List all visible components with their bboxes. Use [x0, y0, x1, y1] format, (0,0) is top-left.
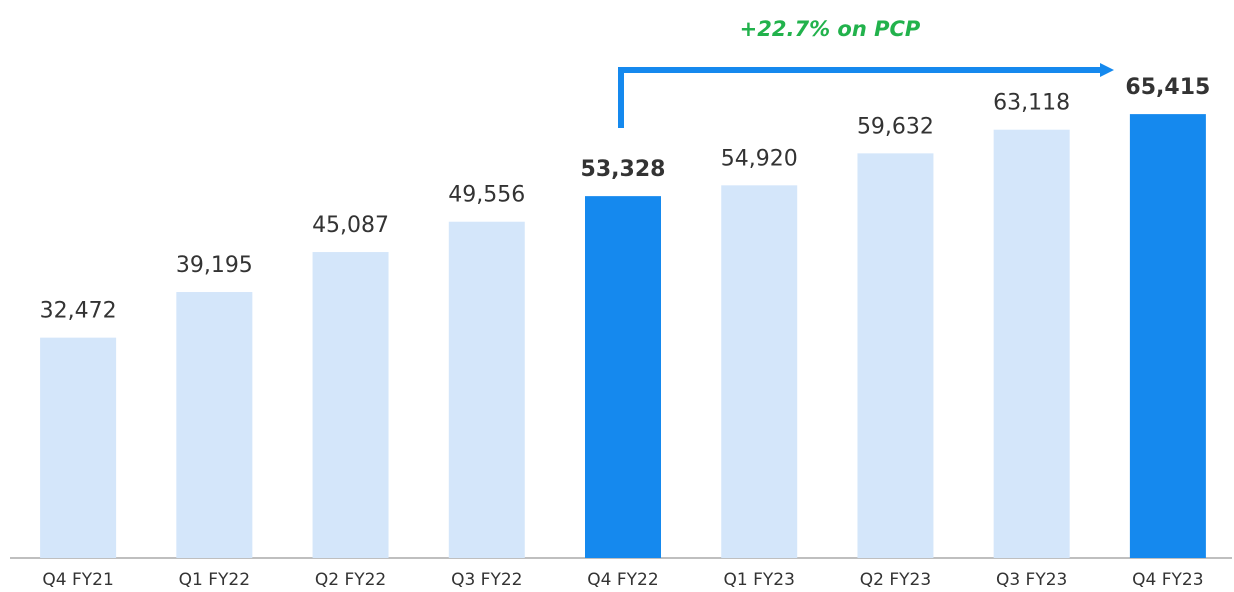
- bar: [1129, 114, 1206, 559]
- value-label: 59,632: [857, 114, 934, 139]
- value-label: 65,415: [1125, 75, 1210, 100]
- pcp-arrow: [618, 67, 1102, 128]
- bar: [312, 252, 389, 559]
- value-label: 45,087: [312, 213, 389, 238]
- value-label: 53,328: [581, 157, 666, 182]
- x-tick-label: Q4 FY22: [587, 570, 658, 590]
- x-tick-label: Q3 FY22: [451, 570, 522, 590]
- value-label: 49,556: [448, 183, 525, 208]
- x-tick-label: Q4 FY21: [42, 570, 113, 590]
- value-label: 63,118: [993, 91, 1070, 116]
- x-tick-label: Q1 FY22: [179, 570, 250, 590]
- x-tick-label: Q4 FY23: [1132, 570, 1203, 590]
- bar: [40, 337, 117, 558]
- bar: [721, 185, 798, 559]
- value-label: 54,920: [721, 146, 798, 171]
- bar: [857, 153, 934, 558]
- bar: [448, 221, 525, 558]
- bar: [993, 129, 1070, 558]
- x-tick-label: Q2 FY22: [315, 570, 386, 590]
- arrow-head: [1100, 63, 1114, 77]
- x-tick-label: Q3 FY23: [996, 570, 1067, 590]
- value-label: 39,195: [176, 253, 253, 278]
- value-label: 32,472: [40, 299, 117, 324]
- x-tick-label: Q2 FY23: [860, 570, 931, 590]
- bar: [585, 196, 661, 559]
- annotation: +22.7% on PCP: [740, 17, 921, 41]
- x-tick-label: Q1 FY23: [724, 570, 795, 590]
- bar: [176, 292, 253, 558]
